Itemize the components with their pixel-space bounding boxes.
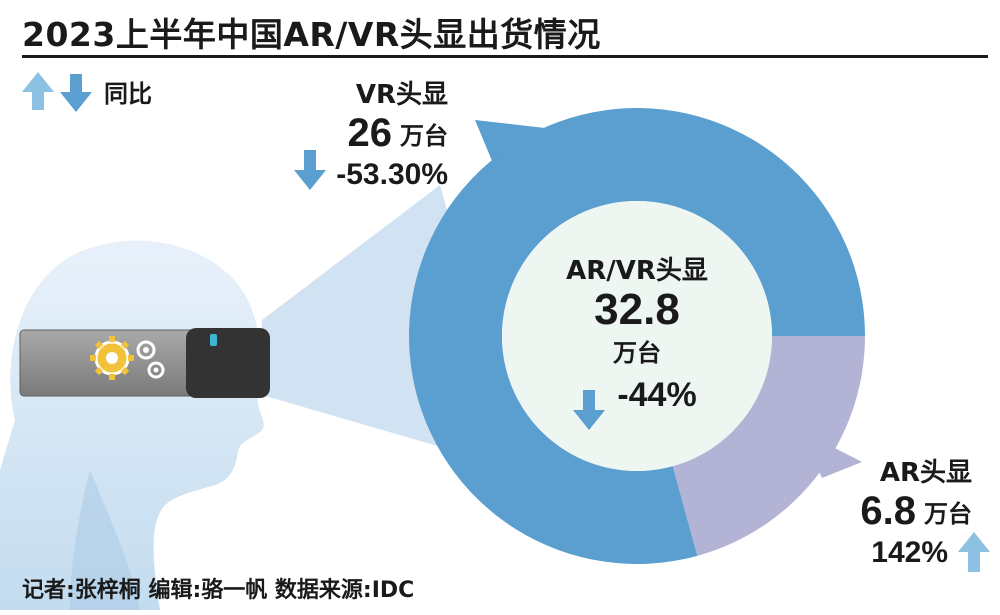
- ar-value: 6.8: [860, 489, 916, 533]
- page-title: 2023上半年中国AR/VR头显出货情况: [22, 15, 601, 54]
- ar-callout: AR头显 6.8 万台: [860, 452, 972, 534]
- head-silhouette: [0, 240, 264, 610]
- legend-label: 同比: [104, 80, 152, 108]
- vr-yoy-arrow-down-icon: [294, 150, 326, 190]
- ar-yoy-arrow-up-icon: [958, 532, 990, 572]
- legend-arrows: [22, 72, 92, 112]
- gear-icon: [90, 336, 134, 380]
- ar-unit: 万台: [924, 500, 972, 528]
- donut: [409, 108, 865, 564]
- ar-yoy-row: 142%: [871, 536, 948, 570]
- vr-value: 26: [347, 111, 393, 155]
- donut-hole: [502, 201, 772, 471]
- vr-series-name: VR头显: [355, 80, 448, 110]
- total-yoy: -44%: [617, 376, 697, 415]
- title-divider: [22, 55, 988, 58]
- donut-segment-ar: [672, 336, 865, 556]
- headset-body: [186, 328, 270, 398]
- vr-yoy: -53.30%: [336, 158, 448, 191]
- total-value: 32.8: [594, 285, 680, 334]
- headset-indicator: [210, 334, 217, 346]
- small-gear-icon: [147, 361, 165, 379]
- arrow-up-icon: [22, 72, 54, 110]
- donut-segment-vr: [409, 108, 865, 564]
- vr-unit: 万台: [400, 122, 448, 150]
- ar-yoy: 142%: [871, 536, 948, 569]
- ar-series-name: AR头显: [879, 458, 972, 488]
- legend: 同比: [98, 74, 152, 109]
- small-gear-icon: [136, 340, 156, 360]
- total-yoy-arrow-down-icon: [573, 390, 605, 430]
- credits: 记者:张梓桐 编辑:骆一帆 数据来源:IDC: [22, 578, 415, 603]
- total-label: AR/VR头显: [566, 256, 708, 286]
- total-unit: 万台: [613, 339, 661, 368]
- neck-shade: [70, 470, 140, 610]
- arrow-down-icon: [60, 74, 92, 112]
- donut-center-label: AR/VR头显 32.8 万台 -44%: [537, 250, 737, 415]
- vr-callout: VR头显 26 万台 -53.30%: [336, 74, 448, 192]
